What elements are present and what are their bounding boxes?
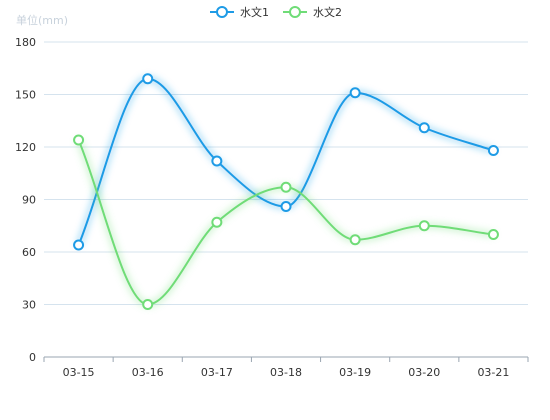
y-tick-label: 90 <box>22 194 36 207</box>
data-point[interactable] <box>73 134 85 146</box>
legend-label: 水文2 <box>313 5 342 19</box>
data-point[interactable] <box>142 299 154 310</box>
grid-lines: 0 30 60 90 120 150 180 <box>15 36 528 364</box>
data-point[interactable] <box>418 220 430 232</box>
y-tick-label: 150 <box>15 89 36 102</box>
legend-marker-icon <box>216 6 228 18</box>
data-point[interactable] <box>349 87 361 99</box>
x-tick-label: 03-17 <box>201 366 233 379</box>
x-tick-label: 03-21 <box>477 366 509 379</box>
data-point[interactable] <box>418 122 430 134</box>
legend: 水文1 水文2 <box>210 5 342 19</box>
data-point[interactable] <box>280 181 292 193</box>
data-point[interactable] <box>211 155 223 167</box>
data-point[interactable] <box>280 201 292 212</box>
data-point[interactable] <box>73 239 85 251</box>
data-point[interactable] <box>487 145 499 156</box>
series-line <box>77 139 494 306</box>
y-tick-label: 180 <box>15 36 36 49</box>
series-1 <box>73 73 499 251</box>
y-tick-label: 30 <box>22 299 36 312</box>
x-tick-label: 03-15 <box>63 366 95 379</box>
series-line <box>77 77 494 246</box>
series-2 <box>73 134 499 310</box>
legend-item[interactable]: 水文1 <box>210 5 269 19</box>
x-tick-label: 03-18 <box>270 366 302 379</box>
data-point[interactable] <box>142 73 154 85</box>
data-point[interactable] <box>211 216 223 228</box>
y-tick-label: 60 <box>22 246 36 259</box>
series-layer <box>73 73 499 310</box>
legend-label: 水文1 <box>240 5 269 19</box>
x-tick-label: 03-16 <box>132 366 164 379</box>
data-point[interactable] <box>349 234 361 246</box>
data-point[interactable] <box>487 229 499 240</box>
legend-marker-icon <box>289 6 301 18</box>
axes: 03-15 03-16 03-17 03-18 03-19 03-20 03-21 <box>43 356 529 379</box>
legend-item[interactable]: 水文2 <box>283 5 342 19</box>
y-tick-label: 0 <box>29 351 36 364</box>
x-tick-label: 03-20 <box>408 366 440 379</box>
y-tick-label: 120 <box>15 141 36 154</box>
y-axis-unit-label: 单位(mm) <box>16 13 68 27</box>
x-tick-label: 03-19 <box>339 366 371 379</box>
